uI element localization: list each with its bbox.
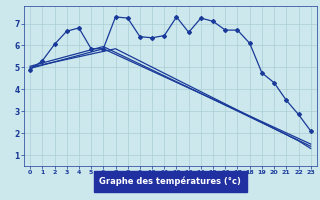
X-axis label: Graphe des températures (°c): Graphe des températures (°c) (100, 177, 241, 186)
